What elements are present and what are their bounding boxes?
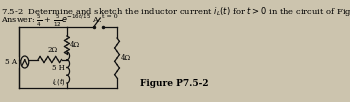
- Text: 4Ω: 4Ω: [120, 54, 131, 62]
- Text: 2Ω: 2Ω: [48, 47, 58, 54]
- Text: $i_L(t)$: $i_L(t)$: [52, 76, 65, 87]
- Text: 5 H: 5 H: [52, 64, 65, 72]
- Text: 4Ω: 4Ω: [70, 41, 80, 49]
- Text: Answer: $\frac{5}{4}$ + $\frac{5}{12}$$e^{-16t/15}$ A.: Answer: $\frac{5}{4}$ + $\frac{5}{12}$$e…: [1, 13, 102, 29]
- Text: t = 0: t = 0: [102, 14, 117, 19]
- Text: Figure P7.5-2: Figure P7.5-2: [140, 79, 209, 88]
- Text: 5 A: 5 A: [5, 58, 17, 66]
- Circle shape: [21, 56, 29, 68]
- Text: 7.5-2  Determine and sketch the inductor current $i_L(t)$ for $t>0$ in the circu: 7.5-2 Determine and sketch the inductor …: [1, 5, 350, 18]
